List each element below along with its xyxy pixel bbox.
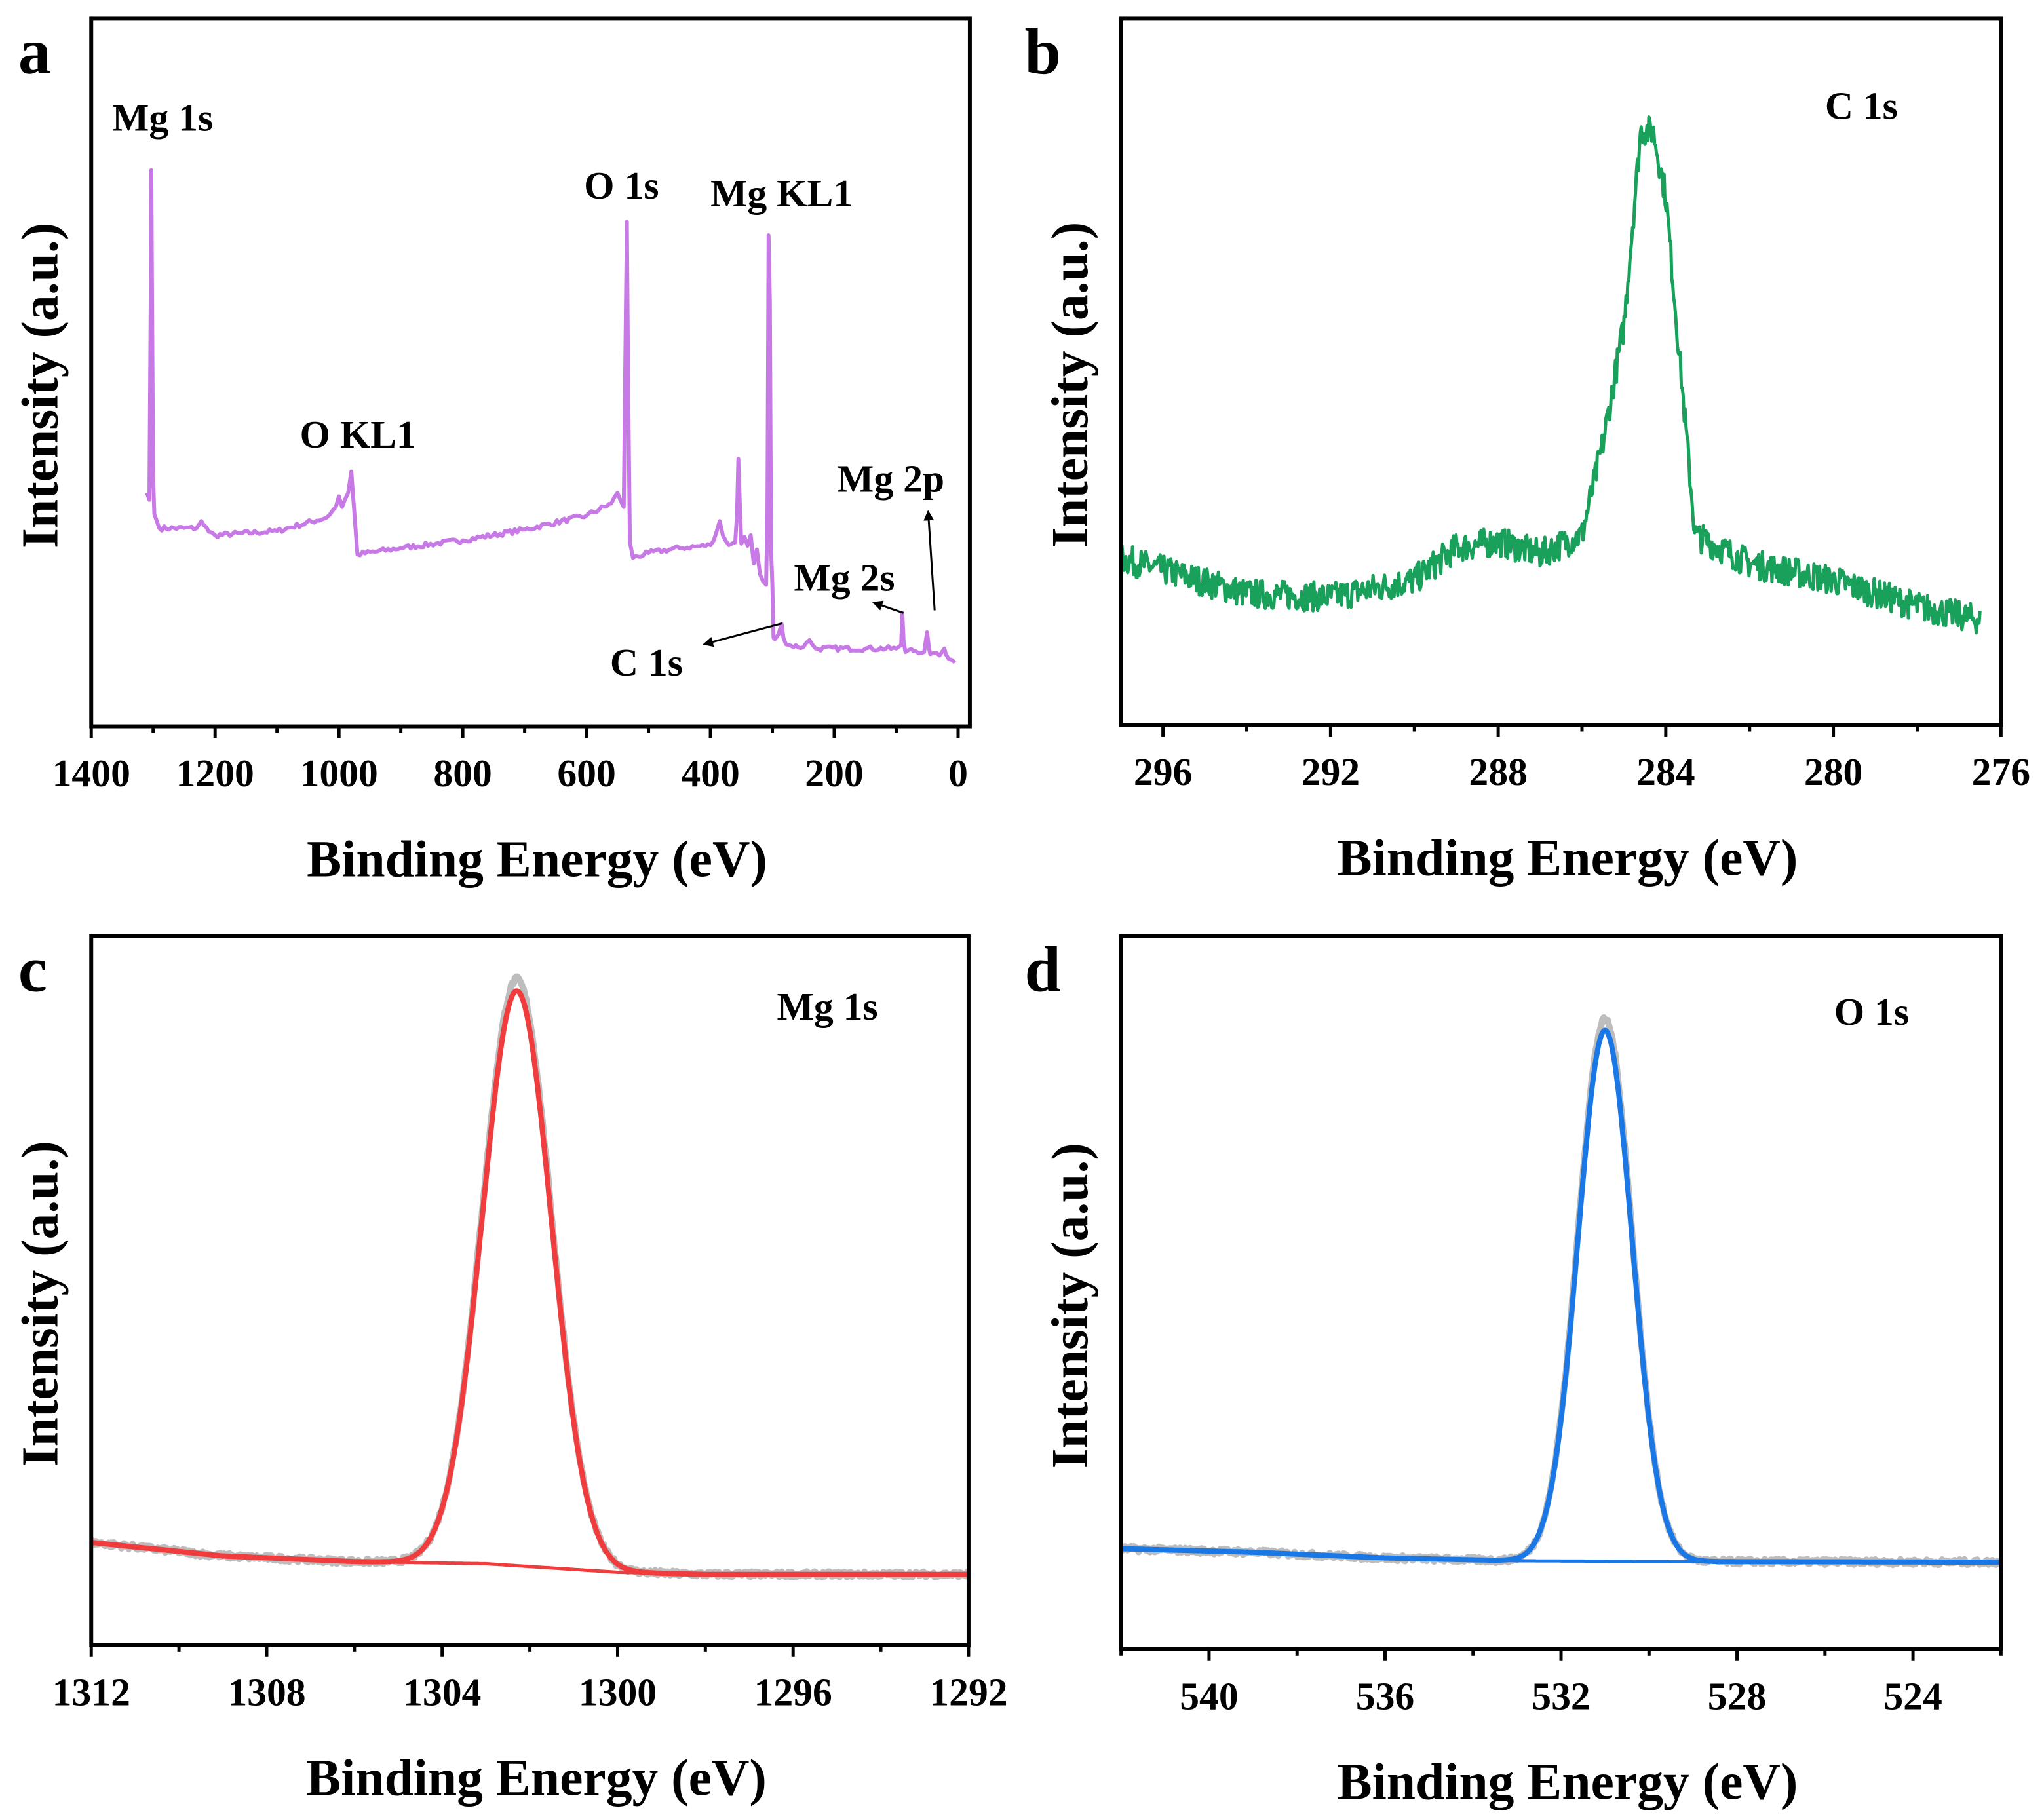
peak-annotation: C 1s (1825, 85, 1898, 128)
plot-area (1121, 115, 1982, 635)
y-axis-title: Intensity (a.u.) (12, 1141, 69, 1466)
panel-label: b (1024, 15, 1060, 88)
peak-annotation: Mg 2p (837, 457, 944, 500)
x-tick-label: 1000 (300, 752, 378, 795)
panel-b: b 296 292 288 284 280 276 Binding Energy (eV) In… (1024, 15, 2030, 887)
x-axis-title: Binding Energy (eV) (1338, 829, 1798, 887)
plot-area (1121, 1014, 2001, 1569)
peak-annotation: O 1s (1834, 990, 1909, 1033)
peak-annotation: O 1s (584, 164, 659, 207)
x-tick-label: 540 (1180, 1674, 1238, 1717)
x-tick-label: 284 (1636, 750, 1695, 794)
x-tick-label: 280 (1804, 750, 1862, 794)
x-tick-label: 536 (1356, 1674, 1414, 1717)
peak-annotation: Mg 2s (794, 556, 895, 600)
mg2s-arrow (872, 600, 904, 614)
y-axis-title: Intensity (a.u.) (12, 223, 69, 548)
plot-frame (1119, 934, 2003, 1651)
x-axis-title: Binding Energy (eV) (306, 1750, 767, 1807)
x-tick-label: 400 (681, 752, 739, 795)
x-tick-label: 276 (1972, 750, 2030, 794)
panel-d: d 540 536 532 528 524 Binding Energy (eV) Inten… (1024, 932, 2003, 1811)
peak-annotation: Mg 1s (112, 96, 213, 139)
panel-label: a (18, 15, 51, 88)
x-axis-title: Binding Energy (eV) (1338, 1753, 1798, 1811)
c1s-arrow (703, 622, 782, 647)
x-tick-label: 524 (1883, 1674, 1942, 1717)
peak-annotation: Mg 1s (777, 985, 878, 1028)
x-tick-label: 528 (1708, 1674, 1766, 1717)
mg2p-arrow (923, 510, 936, 611)
peak-annotation: O KL1 (300, 413, 416, 456)
x-tick-label: 532 (1532, 1674, 1590, 1717)
x-tick-label: 1296 (754, 1670, 832, 1714)
peak-annotation: Mg KL1 (710, 172, 853, 215)
plot-area (145, 168, 957, 664)
x-tick-label: 600 (557, 752, 615, 795)
x-tick-label: 288 (1469, 750, 1527, 794)
x-tick-label: 1400 (52, 752, 130, 795)
x-tick-label: 1312 (52, 1670, 130, 1714)
panel-label: c (18, 932, 47, 1005)
y-axis-title: Intensity (a.u.) (1041, 222, 1099, 548)
series-fit (1121, 1027, 2001, 1565)
x-tick-label: 292 (1302, 750, 1360, 794)
x-tick-label: 1300 (579, 1670, 657, 1714)
y-axis-title: Intensity (a.u.) (1041, 1143, 1099, 1468)
plot-frame (89, 16, 972, 729)
series-raw (91, 973, 969, 1581)
x-tick-label: 800 (433, 752, 492, 795)
x-tick-label: 296 (1134, 750, 1192, 794)
x-tick-label: 200 (805, 752, 863, 795)
x-tick-label: 1292 (929, 1670, 1007, 1714)
x-tick-label: 0 (948, 752, 968, 795)
x-tick-label: 1304 (403, 1670, 481, 1714)
series-fit (91, 988, 969, 1577)
series-survey (145, 168, 957, 664)
plot-frame (1119, 16, 2003, 727)
panel-c: c 1312 1308 1304 1300 1296 1292 Binding Energy … (12, 932, 1008, 1807)
x-axis-title: Binding Energy (eV) (307, 830, 767, 888)
peak-annotation: C 1s (610, 641, 683, 684)
x-tick-label: 1308 (227, 1670, 305, 1714)
plot-area (91, 973, 969, 1581)
x-tick-label: 1200 (176, 752, 254, 795)
panel-a: a 1400 1200 1000 800 600 400 200 0 Binding Energy… (12, 15, 972, 888)
series-c-1s (1121, 115, 1982, 635)
panel-label: d (1024, 932, 1060, 1005)
series-raw (1121, 1014, 2001, 1569)
